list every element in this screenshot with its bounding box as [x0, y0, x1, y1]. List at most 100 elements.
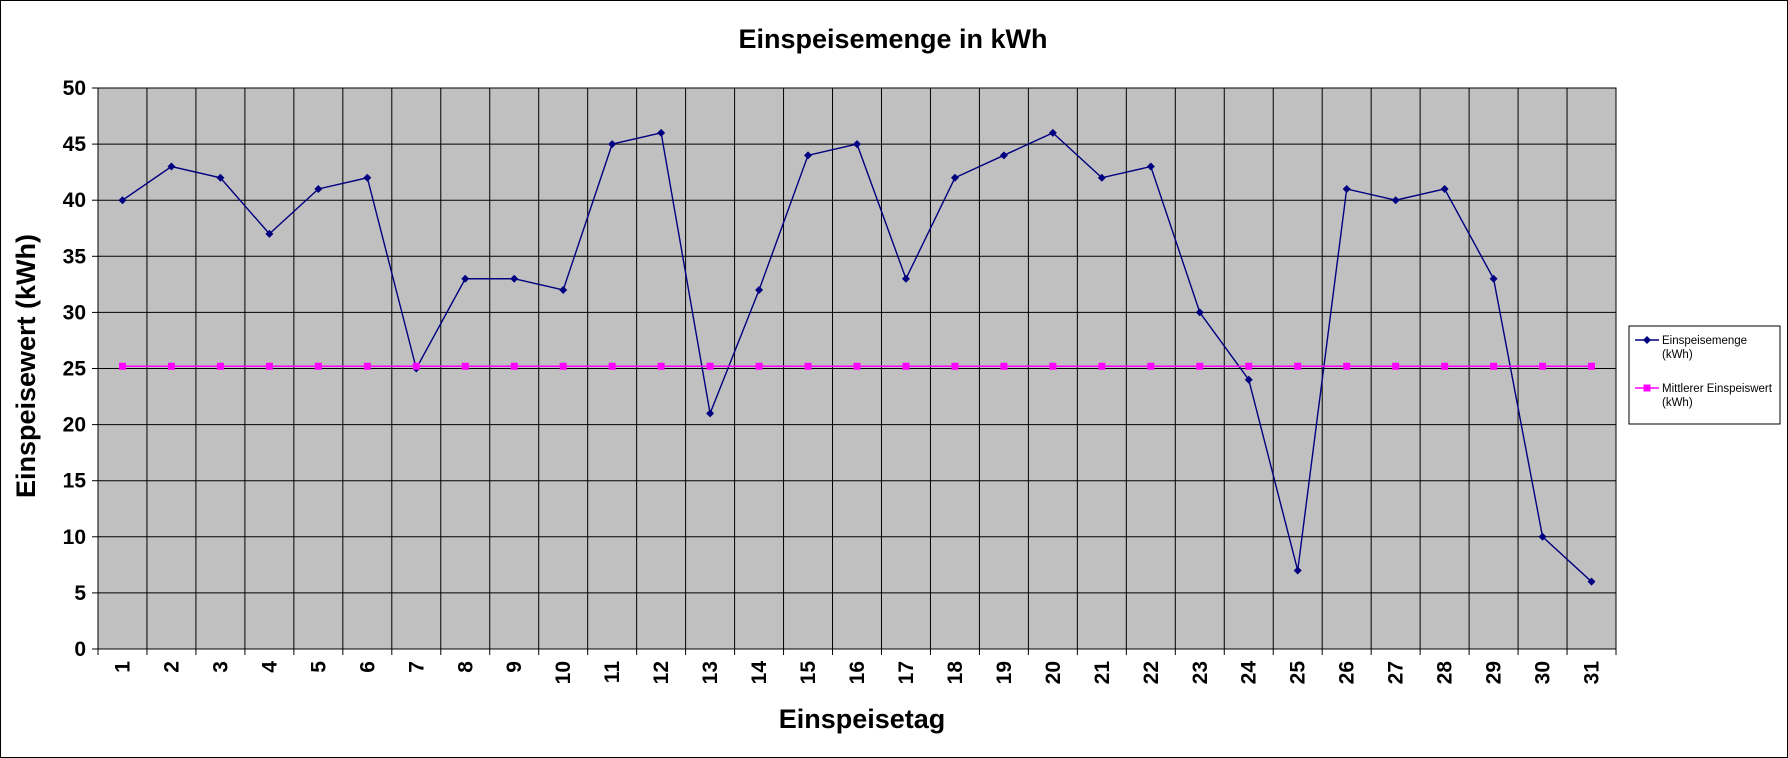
series-1-point — [118, 196, 127, 205]
series-2-point — [1098, 362, 1106, 370]
y-tick-label: 50 — [63, 77, 86, 100]
x-tick-label: 9 — [503, 661, 526, 673]
x-tick-label: 14 — [748, 661, 771, 685]
y-tick-label: 40 — [63, 189, 86, 212]
x-axis-title: Einspeisetag — [779, 704, 946, 734]
x-tick-label: 29 — [1483, 661, 1506, 684]
series-1-point — [1293, 566, 1302, 575]
series-1-point — [265, 229, 274, 238]
series-2-point — [118, 362, 126, 370]
series-1-point — [1391, 196, 1400, 205]
series-2-point — [1539, 362, 1547, 370]
series-1-point — [1489, 274, 1498, 283]
series-1-point — [1440, 184, 1449, 193]
series-2-point — [363, 362, 371, 370]
x-tick-label: 8 — [454, 661, 477, 673]
series-1-point — [461, 274, 470, 283]
series-2-point — [804, 362, 812, 370]
series-2-point — [1196, 362, 1204, 370]
x-tick-label: 20 — [1042, 661, 1065, 684]
legend-box — [1628, 325, 1781, 425]
series-2-point — [902, 362, 910, 370]
x-tick-label: 2 — [160, 661, 183, 673]
series-1-point — [510, 274, 519, 283]
series-1-point — [804, 151, 813, 160]
series-2-point — [1294, 362, 1302, 370]
x-tick-label: 22 — [1140, 661, 1163, 684]
series-1-point — [901, 274, 910, 283]
x-tick-label: 24 — [1238, 661, 1261, 685]
series-2-point — [706, 362, 714, 370]
series-2-point — [1049, 362, 1057, 370]
x-tick-label: 4 — [258, 661, 281, 673]
x-tick-label: 18 — [944, 661, 967, 685]
series-1-point — [1097, 173, 1106, 182]
legend-series-2-label: Mittlerer Einspeiswert — [1662, 383, 1773, 395]
series-2-point — [412, 362, 420, 370]
y-tick-label: 30 — [63, 301, 86, 324]
series-2-point — [1441, 362, 1449, 370]
series-1-point — [657, 128, 666, 137]
series-2-point — [1392, 362, 1400, 370]
y-tick-label: 5 — [74, 582, 86, 605]
x-tick-label: 31 — [1581, 661, 1604, 685]
legend-series-2-label: (kWh) — [1662, 397, 1693, 409]
series-2-point — [853, 362, 861, 370]
series-1-point — [755, 285, 764, 294]
legend-series-2-marker — [1643, 384, 1651, 392]
series-1-point — [167, 162, 176, 171]
series-2-point — [1245, 362, 1253, 370]
series-1-point — [1538, 532, 1547, 541]
y-tick-label: 15 — [63, 470, 87, 493]
x-tick-label: 5 — [307, 661, 330, 673]
x-tick-label: 1 — [111, 661, 134, 673]
series-2-point — [608, 362, 616, 370]
y-tick-label: 20 — [63, 414, 86, 437]
series-2-point — [510, 362, 518, 370]
series-1-point — [950, 173, 959, 182]
legend-series-1-marker — [1643, 336, 1651, 344]
x-tick-label: 11 — [601, 661, 624, 684]
x-tick-label: 30 — [1532, 661, 1555, 684]
y-tick-label: 45 — [63, 133, 87, 156]
x-tick-label: 15 — [797, 661, 820, 685]
x-tick-label: 7 — [405, 661, 428, 673]
series-2-point — [559, 362, 567, 370]
series-1-point — [608, 140, 617, 149]
chart-title: Einspeisemenge in kWh — [738, 24, 1047, 54]
series-2-point — [755, 362, 763, 370]
series-1-point — [1048, 128, 1057, 137]
series-2-point — [314, 362, 322, 370]
x-tick-label: 10 — [552, 661, 575, 684]
y-tick-label: 10 — [63, 526, 86, 549]
x-tick-label: 23 — [1189, 661, 1212, 684]
series-1-point — [216, 173, 225, 182]
plot-area — [92, 87, 1617, 655]
series-1-point — [559, 285, 568, 294]
series-2-point — [461, 362, 469, 370]
x-tick-label: 21 — [1091, 661, 1114, 685]
series-1-point — [1244, 375, 1253, 384]
series-2-point — [167, 362, 175, 370]
y-axis-title: Einspeisewert (kWh) — [11, 234, 41, 498]
series-1-point — [314, 184, 323, 193]
y-tick-label: 0 — [74, 638, 86, 661]
series-1-point — [363, 173, 372, 182]
legend-series-1-label: (kWh) — [1662, 349, 1693, 361]
series-2-point — [216, 362, 224, 370]
series-2-point — [1490, 362, 1498, 370]
x-tick-label: 28 — [1434, 661, 1457, 685]
x-tick-label: 12 — [650, 661, 673, 684]
series-1-point — [999, 151, 1008, 160]
series-2-point — [951, 362, 959, 370]
series-2-point — [1000, 362, 1008, 370]
y-axis-tick-labels: 0 5 10 15 20 25 30 35 40 45 50 — [63, 77, 87, 661]
x-tick-label: 6 — [356, 661, 379, 673]
series-1-point — [1587, 577, 1596, 586]
series-2-point — [1588, 362, 1596, 370]
series-1-point — [1342, 184, 1351, 193]
x-tick-label: 3 — [209, 661, 232, 673]
x-tick-label: 16 — [846, 661, 869, 684]
series-1-point — [706, 409, 715, 418]
x-axis-tick-labels: 1 2 3 4 5 6 7 8 9 10 11 12 13 14 15 16 17 18 19 20 21 22 23 24 2… — [111, 661, 1603, 685]
